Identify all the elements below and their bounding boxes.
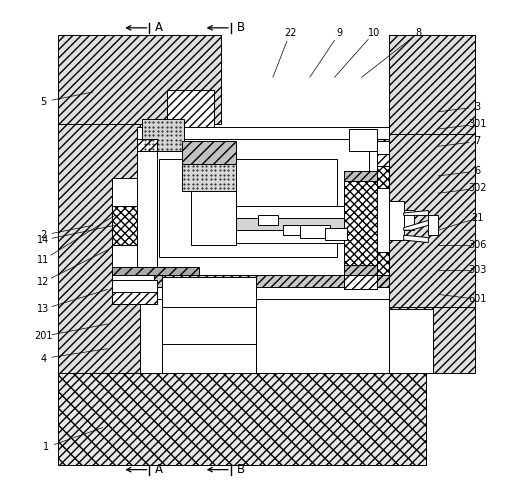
Bar	[345, 181, 377, 265]
Bar	[137, 287, 389, 299]
Polygon shape	[403, 220, 428, 230]
Bar	[181, 142, 236, 163]
Bar	[389, 210, 413, 230]
Bar	[137, 139, 157, 151]
Text: 7: 7	[474, 137, 481, 147]
Bar	[58, 65, 139, 373]
Bar	[389, 200, 403, 240]
Text: 2: 2	[40, 230, 46, 240]
Bar	[162, 277, 256, 373]
Bar	[389, 35, 476, 134]
Bar	[389, 307, 476, 373]
Bar	[58, 373, 426, 465]
Text: 4: 4	[41, 353, 46, 363]
Bar	[167, 90, 214, 127]
Bar	[162, 344, 256, 373]
Bar	[345, 275, 377, 290]
Text: 3: 3	[474, 102, 481, 112]
Bar	[191, 191, 236, 245]
Text: 201: 201	[34, 331, 53, 342]
Text: 301: 301	[469, 119, 487, 129]
Bar	[113, 267, 199, 275]
Text: 303: 303	[469, 265, 487, 275]
Text: 5: 5	[40, 97, 46, 107]
Bar	[377, 166, 389, 188]
Bar	[113, 205, 155, 245]
Bar	[157, 139, 369, 275]
Bar	[137, 127, 389, 139]
Bar	[142, 119, 184, 151]
Bar	[236, 218, 347, 230]
Bar	[137, 139, 389, 151]
Text: 1: 1	[43, 443, 49, 452]
Bar	[113, 245, 155, 280]
Bar	[113, 292, 157, 304]
Bar	[300, 225, 330, 238]
Text: 8: 8	[416, 28, 421, 38]
Bar	[377, 154, 389, 166]
Bar	[162, 275, 256, 307]
Polygon shape	[403, 210, 428, 215]
Bar	[428, 215, 438, 235]
Text: 14: 14	[37, 235, 49, 245]
Bar	[389, 35, 476, 134]
Text: 601: 601	[469, 295, 487, 304]
Bar	[162, 307, 256, 344]
Bar	[345, 171, 377, 181]
Bar	[325, 228, 347, 240]
Bar	[283, 225, 300, 235]
Text: A: A	[155, 21, 164, 34]
Bar	[113, 178, 157, 205]
Bar	[236, 230, 347, 243]
Text: 22: 22	[284, 28, 296, 38]
Bar	[345, 265, 377, 275]
Text: 6: 6	[474, 166, 481, 176]
Text: 11: 11	[37, 255, 49, 265]
Bar	[389, 341, 433, 373]
Bar	[58, 373, 426, 465]
Bar	[345, 275, 377, 290]
Text: 302: 302	[469, 183, 487, 193]
Bar	[137, 139, 157, 275]
Text: B: B	[237, 21, 245, 34]
Text: 10: 10	[368, 28, 380, 38]
Text: 306: 306	[469, 240, 487, 250]
Text: 21: 21	[471, 213, 484, 223]
Bar	[377, 275, 389, 287]
Bar	[236, 205, 347, 218]
Bar	[159, 159, 337, 257]
Bar	[349, 129, 377, 151]
Bar	[389, 35, 476, 307]
Text: B: B	[237, 463, 245, 476]
Polygon shape	[403, 235, 428, 243]
Text: 12: 12	[37, 277, 49, 287]
Bar	[258, 215, 278, 225]
Bar	[389, 309, 433, 373]
Text: 13: 13	[37, 304, 49, 314]
Bar	[137, 275, 389, 287]
Text: A: A	[155, 463, 164, 476]
Bar	[113, 280, 157, 304]
Bar	[167, 90, 214, 127]
Bar	[377, 142, 389, 275]
Text: 9: 9	[337, 28, 342, 38]
Bar	[377, 252, 389, 275]
Bar	[181, 163, 236, 191]
Bar	[58, 35, 221, 124]
